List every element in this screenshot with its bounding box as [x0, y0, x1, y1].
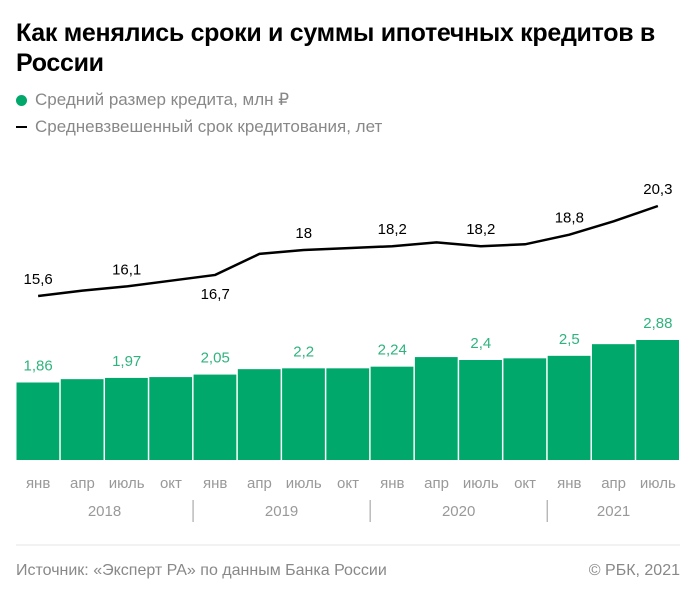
bar-value-label: 2,88 — [643, 315, 672, 332]
source-note: Источник: «Эксперт РА» по данным Банка Р… — [16, 562, 387, 579]
bar — [326, 368, 370, 460]
legend-item-term: Средневзвешенный срок кредитования, лет — [16, 117, 382, 137]
bar — [503, 358, 547, 460]
green-dot-icon — [16, 94, 27, 106]
bar — [60, 379, 104, 460]
x-tick-label: апр — [70, 475, 95, 492]
x-tick-label: июль — [286, 475, 322, 492]
bar-value-label: 1,86 — [24, 358, 53, 375]
x-tick-label: июль — [640, 475, 676, 492]
bar — [547, 355, 591, 460]
bar — [193, 374, 237, 460]
bar — [636, 340, 679, 460]
line-value-label: 16,7 — [201, 286, 230, 303]
year-label: 2021 — [597, 503, 630, 520]
line-value-label: 16,1 — [112, 261, 141, 278]
legend-label: Средневзвешенный срок кредитования, лет — [35, 117, 383, 136]
x-tick-label: окт — [514, 475, 536, 492]
bar — [591, 344, 635, 460]
x-tick-label: июль — [463, 475, 499, 492]
bar — [414, 357, 458, 460]
x-tick-label: апр — [247, 475, 272, 492]
bar — [459, 360, 502, 460]
bar — [282, 368, 325, 460]
bar — [149, 377, 193, 460]
bar-value-label: 2,05 — [201, 350, 230, 367]
x-tick-label: июль — [109, 475, 145, 492]
bar-value-label: 2,2 — [293, 343, 314, 360]
x-tick-label: окт — [160, 475, 182, 492]
line-value-label: 18,8 — [555, 210, 584, 227]
line-value-label: 15,6 — [24, 271, 53, 288]
term-line — [37, 204, 659, 298]
year-label: 2020 — [442, 503, 475, 520]
bar-value-label: 1,97 — [112, 353, 141, 370]
bar-value-label: 2,24 — [378, 342, 407, 359]
bar — [370, 366, 414, 460]
x-tick-label: апр — [424, 475, 449, 492]
x-tick-label: янв — [26, 475, 50, 492]
legend-label: Средний размер кредита, млн ₽ — [35, 90, 290, 109]
chart-title: Как менялись сроки и суммы ипотечных кре… — [16, 19, 655, 77]
line-value-label: 18 — [295, 225, 312, 242]
x-tick-label: апр — [601, 475, 626, 492]
year-label: 2018 — [88, 503, 121, 520]
x-tick-label: янв — [557, 475, 581, 492]
line-value-label: 18,2 — [378, 221, 407, 238]
legend-item-loan-size: Средний размер кредита, млн ₽ — [16, 90, 289, 110]
bar-value-label: 2,4 — [470, 335, 491, 352]
x-tick-label: янв — [380, 475, 404, 492]
bar-value-label: 2,5 — [559, 331, 580, 348]
bar — [16, 382, 60, 460]
bar — [105, 377, 148, 460]
line-value-label: 18,2 — [466, 221, 495, 238]
bar — [237, 369, 281, 460]
line-value-label: 20,3 — [643, 181, 672, 198]
black-line-icon — [16, 126, 27, 128]
year-label: 2019 — [265, 503, 298, 520]
x-tick-label: янв — [203, 475, 227, 492]
copyright: © РБК, 2021 — [588, 562, 680, 579]
x-tick-label: окт — [337, 475, 359, 492]
